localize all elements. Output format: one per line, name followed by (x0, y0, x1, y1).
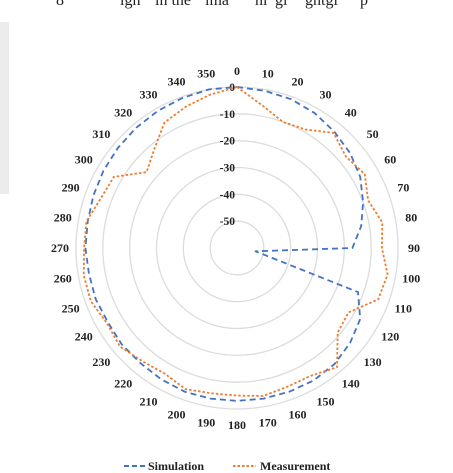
legend-measurement-label: Measurement (260, 459, 330, 473)
angle-tick-label: 210 (140, 394, 158, 408)
grid-ring (155, 166, 319, 330)
angle-tick-label: 240 (75, 330, 93, 344)
series-line-simulation (84, 86, 365, 402)
angle-tick-label: 60 (384, 153, 396, 167)
angle-tick-label: 130 (364, 355, 382, 369)
angle-tick-label: 20 (292, 75, 304, 89)
radial-tick-label: -10 (220, 109, 236, 121)
angle-tick-label: 300 (75, 153, 93, 167)
grid-ring (75, 86, 399, 410)
series-line-measurement (82, 86, 389, 397)
cropped-text-piece: p (360, 0, 368, 9)
angle-tick-label: 80 (405, 210, 417, 224)
angle-tick-label: 40 (345, 105, 357, 119)
angle-tick-label: 330 (140, 88, 158, 102)
series-lines (82, 86, 389, 402)
angle-tick-label: 230 (92, 355, 110, 369)
top-cropped-strip: 8 ign in the ima hl gi ghtgi p (0, 0, 453, 22)
angle-tick-label: 0 (234, 64, 240, 78)
radial-tick-label: -40 (220, 189, 236, 201)
angle-tick-label: 10 (262, 67, 274, 81)
angle-tick-label: 90 (408, 241, 420, 255)
angle-tick-label: 350 (197, 67, 215, 81)
angle-tick-label: 170 (259, 415, 277, 429)
cropped-text-piece: 8 (56, 0, 64, 9)
angle-tick-label: 290 (62, 180, 80, 194)
angle-tick-label: 260 (54, 272, 72, 286)
cropped-text-piece: ghtgi (305, 0, 338, 9)
angle-tick-label: 190 (197, 415, 215, 429)
angle-tick-label: 280 (54, 210, 72, 224)
angle-tick-label: 100 (402, 272, 420, 286)
angle-tick-label: 200 (167, 407, 185, 421)
left-gray-panel (0, 22, 9, 194)
grid-ring (129, 140, 345, 356)
legend: Simulation Measurement (124, 459, 330, 473)
angle-tick-label: 220 (114, 377, 132, 391)
legend-simulation-label: Simulation (148, 459, 204, 473)
angle-tick-label: 140 (342, 377, 360, 391)
grid-ring (102, 113, 372, 383)
cropped-text-piece: ima (205, 0, 229, 9)
angle-tick-label: 110 (395, 302, 412, 316)
angle-tick-label: 160 (289, 407, 307, 421)
polar-grid (75, 86, 399, 410)
angle-tick-label: 30 (320, 88, 332, 102)
angle-tick-label: 340 (167, 75, 185, 89)
angle-tick-label: 150 (317, 394, 335, 408)
grid-ring (209, 220, 265, 276)
angle-tick-label: 320 (114, 105, 132, 119)
radial-tick-label: -20 (220, 136, 236, 148)
angle-tick-label: 310 (92, 127, 110, 141)
cropped-text-piece: in the (155, 0, 191, 9)
angle-tick-label: 120 (381, 330, 399, 344)
angle-tick-label: 270 (51, 241, 69, 255)
angle-tick-label: 50 (367, 127, 379, 141)
radial-tick-label: -30 (220, 163, 236, 175)
cropped-text-piece: hl (255, 0, 268, 9)
cropped-text-piece: ign (120, 0, 141, 9)
angle-tick-label: 180 (228, 418, 246, 432)
angle-tick-label: 70 (397, 180, 409, 194)
radial-tick-labels: 0-10-20-30-40-50 (220, 82, 236, 228)
cropped-text-fragment: 8 ign in the ima hl gi ghtgi p (0, 0, 453, 22)
grid-ring (182, 193, 292, 303)
radial-tick-label: -50 (220, 216, 236, 228)
cropped-text-piece: gi (275, 0, 288, 9)
angle-tick-label: 250 (62, 302, 80, 316)
